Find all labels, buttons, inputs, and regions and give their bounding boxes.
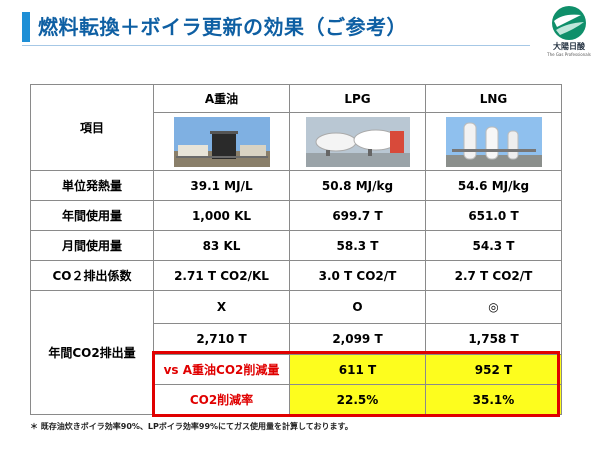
emission-row-label: 年間CO2排出量 [30,290,154,415]
table-cell: 1,000 KL [153,200,290,231]
photo-cell [289,112,426,171]
fuel-comparison-table: 項目 A重油 LPG LNG [30,84,562,415]
table-cell: 1,758 T [425,323,562,355]
rating-mark: X [153,290,290,324]
row-label: CO２排出係数 [30,260,154,291]
title-underline [22,45,530,46]
photo-row [31,112,562,171]
reduction-label: vs A重油CO2削減量 [153,354,290,385]
photo-cell [153,112,290,171]
table-row: 単位発熱量 39.1 MJ/L 50.8 MJ/kg 54.6 MJ/kg [30,170,562,201]
table-row: vs A重油CO2削減量 611 T 952 T [31,354,562,385]
column-header-heavy-oil: A重油 [153,84,290,113]
lng-tank-photo [445,116,542,167]
table-cell: 83 KL [153,230,290,261]
company-logo: 大陽日酸 The Gas Professionals [544,5,594,67]
table-cell: 2.7 T CO2/T [425,260,562,291]
rating-mark: ◎ [425,290,562,324]
table-cell: 54.3 T [425,230,562,261]
row-label: 年間使用量 [30,200,154,231]
table-cell: 50.8 MJ/kg [289,170,426,201]
logo-company-name: 大陽日酸 [553,42,585,51]
rate-label: CO2削減率 [153,384,290,415]
table-cell: 3.0 T CO2/T [289,260,426,291]
photo-cell [425,112,562,171]
header-row: 項目 A重油 LPG LNG [30,84,562,171]
slide-title: 燃料転換＋ボイラ更新の効果（ご参考） [38,15,407,39]
rate-cell: 22.5% [289,384,426,415]
logo-tagline: The Gas Professionals [547,52,591,57]
table-cell: 699.7 T [289,200,426,231]
lpg-tank-photo [305,116,410,167]
corner-label: 項目 [30,84,154,171]
table-row: 年間使用量 1,000 KL 699.7 T 651.0 T [30,200,562,231]
row-label: 単位発熱量 [30,170,154,201]
table-cell: 39.1 MJ/L [153,170,290,201]
row-label: 月間使用量 [30,230,154,261]
title-accent-bar [22,12,30,42]
reduction-cell: 952 T [425,354,562,385]
globe-logo-icon [552,6,586,40]
table-cell: 2,710 T [153,323,290,355]
table-cell: 54.6 MJ/kg [425,170,562,201]
table-row: CO２排出係数 2.71 T CO2/KL 3.0 T CO2/T 2.7 T … [30,260,562,291]
table-cell: 651.0 T [425,200,562,231]
table-row: 月間使用量 83 KL 58.3 T 54.3 T [30,230,562,261]
table-row: 年間CO2排出量 X O ◎ [30,290,562,415]
rating-mark: O [289,290,426,324]
column-header-lpg: LPG [289,84,426,113]
column-header-lng: LNG [425,84,562,113]
table-cell: 2.71 T CO2/KL [153,260,290,291]
table-cell: 2,099 T [289,323,426,355]
reduction-cell: 611 T [289,354,426,385]
heavy-oil-tank-photo [173,116,270,167]
table-row: CO2削減率 22.5% 35.1% [31,384,562,415]
table-cell: 58.3 T [289,230,426,261]
footnote: ＊ 既存油炊きボイラ効率90%、LPボイラ効率99%にてガス使用量を計算しており… [30,422,353,431]
rate-cell: 35.1% [425,384,562,415]
